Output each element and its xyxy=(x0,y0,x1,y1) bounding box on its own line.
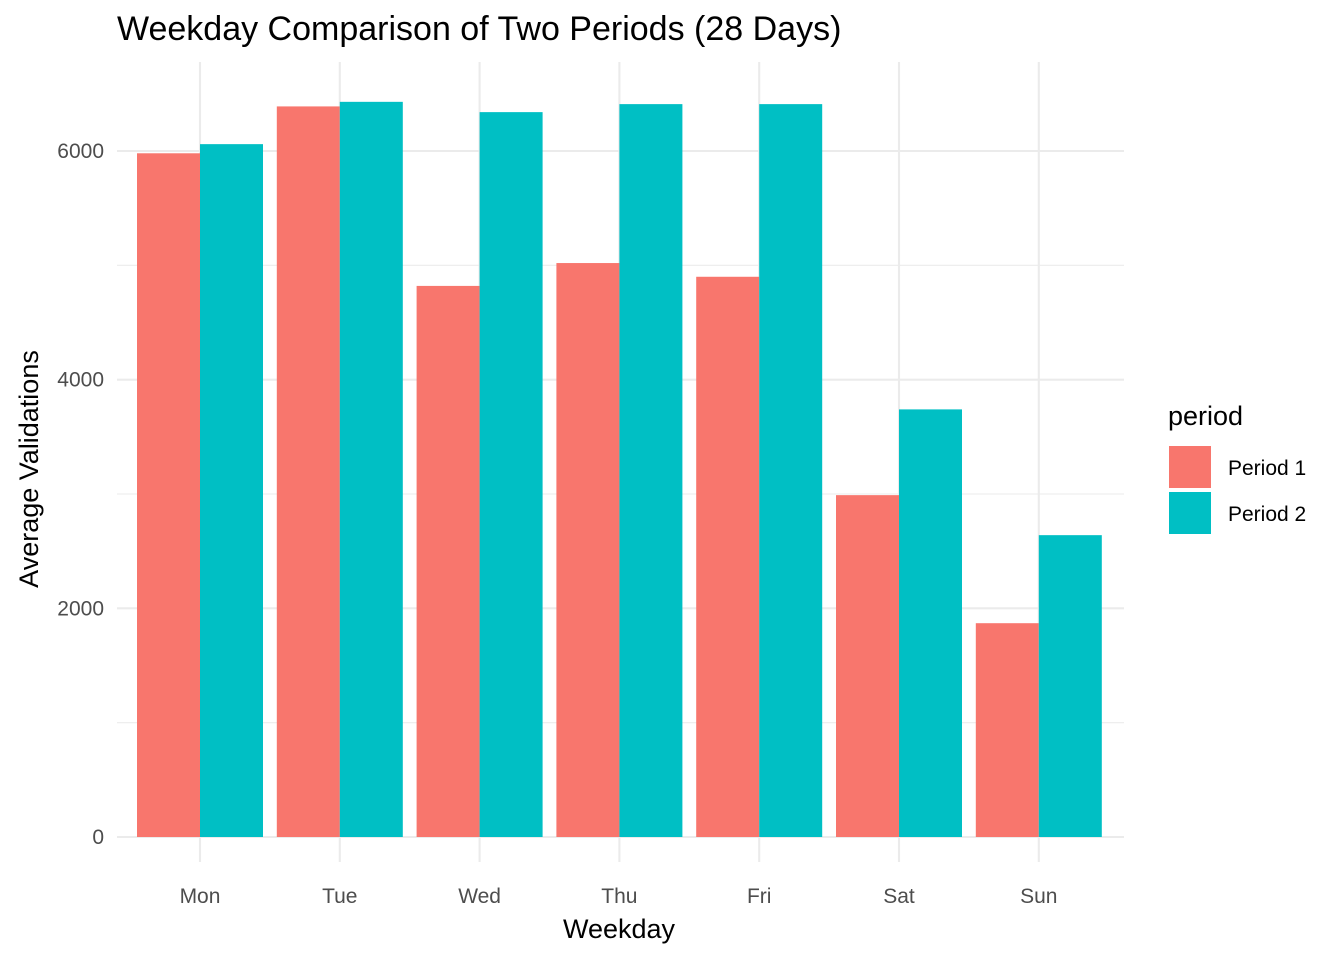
x-tick-label: Sun xyxy=(1020,885,1057,908)
bar-period-2-sun xyxy=(1038,535,1102,837)
legend-title: period xyxy=(1168,401,1243,431)
x-tick-label: Tue xyxy=(322,885,357,908)
legend-swatch xyxy=(1169,492,1211,534)
x-axis-ticks: Mon Tue Wed Thu Fri Sat Sun xyxy=(180,885,1058,908)
y-tick-label: 2000 xyxy=(57,597,104,620)
bar-period-1-sun xyxy=(975,623,1039,837)
legend: period Period 1 Period 2 xyxy=(1168,401,1306,534)
bar-period-1-wed xyxy=(416,285,480,837)
bar-period-1-mon xyxy=(137,153,200,837)
bar-period-1-sat xyxy=(836,495,899,837)
y-tick-label: 0 xyxy=(92,826,104,849)
y-axis-ticks: 0 2000 4000 6000 xyxy=(57,140,104,849)
x-axis-title: Weekday xyxy=(563,914,676,944)
bars xyxy=(137,101,1102,838)
bar-period-1-fri xyxy=(696,276,760,837)
legend-label: Period 1 xyxy=(1228,457,1306,480)
bar-period-2-wed xyxy=(479,112,543,838)
bar-period-2-mon xyxy=(200,144,263,837)
x-tick-label: Thu xyxy=(601,885,637,908)
bar-period-2-fri xyxy=(759,104,823,837)
y-tick-label: 4000 xyxy=(57,369,104,392)
legend-label: Period 2 xyxy=(1228,503,1306,526)
bar-period-2-tue xyxy=(339,101,403,837)
legend-swatch xyxy=(1169,446,1211,488)
x-tick-label: Wed xyxy=(458,885,501,908)
bar-period-2-sat xyxy=(899,409,962,837)
legend-items: Period 1 Period 2 xyxy=(1169,446,1306,534)
bar-period-1-tue xyxy=(276,106,340,837)
x-tick-label: Fri xyxy=(747,885,772,908)
y-tick-label: 6000 xyxy=(57,140,104,163)
y-axis-title: Average Validations xyxy=(14,350,44,588)
x-tick-label: Mon xyxy=(180,885,221,908)
chart-title: Weekday Comparison of Two Periods (28 Da… xyxy=(117,10,841,48)
bar-period-2-thu xyxy=(619,104,683,837)
bar-period-1-thu xyxy=(556,263,620,838)
x-tick-label: Sat xyxy=(883,885,915,908)
